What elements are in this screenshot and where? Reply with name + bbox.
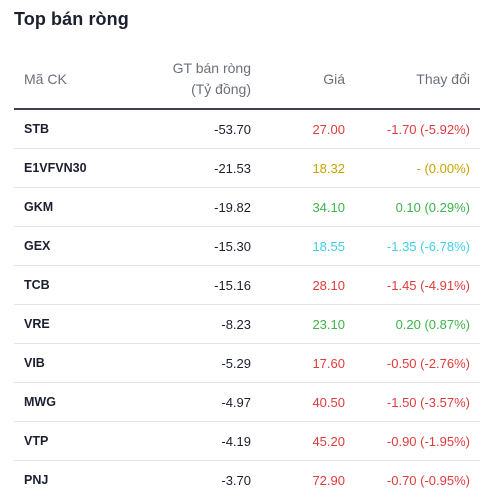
stock-code[interactable]: GEX <box>14 226 144 266</box>
net-value: -5.29 <box>144 343 261 383</box>
stock-code[interactable]: VRE <box>14 304 144 344</box>
price: 45.20 <box>261 421 355 461</box>
price: 72.90 <box>312 472 345 488</box>
header-net-value-line1: GT bán ròng <box>172 60 251 76</box>
stock-code[interactable]: STB <box>14 109 144 149</box>
table-row[interactable]: VIB -5.29 17.60 -0.50 (-2.76%) <box>14 343 480 383</box>
stock-code[interactable]: E1VFVN30 <box>14 148 144 188</box>
table-row[interactable]: VRE -8.23 23.10 0.20 (0.87%) <box>14 304 480 344</box>
change: -0.50 (-2.76%) <box>355 343 480 383</box>
stock-code[interactable]: PNJ <box>24 473 49 487</box>
net-value: -15.30 <box>144 226 261 266</box>
net-value: -53.70 <box>144 109 261 149</box>
header-price[interactable]: Giá <box>261 50 355 110</box>
change: 0.10 (0.29%) <box>355 187 480 227</box>
net-value: -3.70 <box>221 472 251 488</box>
net-value: -4.97 <box>144 382 261 422</box>
stock-code[interactable]: VTP <box>14 421 144 461</box>
change: - (0.00%) <box>355 148 480 188</box>
header-code[interactable]: Mã CK <box>14 50 144 110</box>
net-sell-table: Mã CK GT bán ròng (Tỷ đồng) Giá Thay đổi… <box>14 50 480 499</box>
price: 34.10 <box>261 187 355 227</box>
net-value: -8.23 <box>144 304 261 344</box>
table-row[interactable]: MWG -4.97 40.50 -1.50 (-3.57%) <box>14 382 480 422</box>
stock-code[interactable]: GKM <box>14 187 144 227</box>
header-net-value-line2: (Tỷ đồng) <box>191 81 251 97</box>
change: -0.90 (-1.95%) <box>355 421 480 461</box>
stock-code[interactable]: TCB <box>14 265 144 305</box>
price: 40.50 <box>261 382 355 422</box>
stock-code[interactable]: VIB <box>14 343 144 383</box>
table-row[interactable]: GEX -15.30 18.55 -1.35 (-6.78%) <box>14 226 480 266</box>
table-row[interactable]: VTP -4.19 45.20 -0.90 (-1.95%) <box>14 421 480 461</box>
table-row[interactable]: PNJ -3.70 72.90 -0.70 (-0.95%) <box>14 461 480 499</box>
change: -1.45 (-4.91%) <box>355 265 480 305</box>
change: -1.35 (-6.78%) <box>355 226 480 266</box>
panel-title: Top bán ròng <box>14 9 129 29</box>
header-row: Mã CK GT bán ròng (Tỷ đồng) Giá Thay đổi <box>14 50 480 110</box>
price: 23.10 <box>261 304 355 344</box>
table-body: STB -53.70 27.00 -1.70 (-5.92%) E1VFVN30 -21.… <box>14 109 480 499</box>
change: -1.70 (-5.92%) <box>355 109 480 149</box>
price: 27.00 <box>261 109 355 149</box>
net-value: -15.16 <box>144 265 261 305</box>
change: -1.50 (-3.57%) <box>355 382 480 422</box>
table-header: Mã CK GT bán ròng (Tỷ đồng) Giá Thay đổi <box>14 50 480 110</box>
net-value: -21.53 <box>144 148 261 188</box>
price: 18.32 <box>261 148 355 188</box>
header-change[interactable]: Thay đổi <box>355 50 480 110</box>
net-value: -4.19 <box>144 421 261 461</box>
table-row[interactable]: TCB -15.16 28.10 -1.45 (-4.91%) <box>14 265 480 305</box>
table-row[interactable]: E1VFVN30 -21.53 18.32- (0.00%) <box>14 148 480 188</box>
stock-code[interactable]: MWG <box>14 382 144 422</box>
price: 28.10 <box>261 265 355 305</box>
change: -0.70 (-0.95%) <box>386 472 470 488</box>
header-net-value[interactable]: GT bán ròng (Tỷ đồng) <box>144 50 261 110</box>
table-row[interactable]: GKM -19.82 34.10 0.10 (0.29%) <box>14 187 480 227</box>
change: 0.20 (0.87%) <box>355 304 480 344</box>
net-value: -19.82 <box>144 187 261 227</box>
price: 17.60 <box>261 343 355 383</box>
table-row[interactable]: STB -53.70 27.00 -1.70 (-5.92%) <box>14 109 480 149</box>
price: 18.55 <box>261 226 355 266</box>
